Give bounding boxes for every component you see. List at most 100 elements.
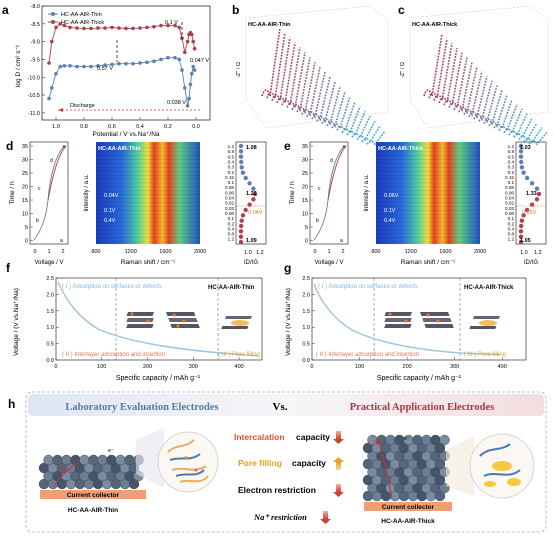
- legend-marker-thick: [51, 20, 55, 24]
- eis-curve: [341, 106, 361, 135]
- eis-curve: [346, 111, 366, 137]
- v-series-label: 0.06: [225, 211, 234, 216]
- volt-curve-e-charge: [327, 145, 347, 201]
- v-series-label: 0.04: [225, 196, 234, 201]
- v-series-label: 0.06: [505, 190, 514, 195]
- data-point-thick: [177, 25, 181, 30]
- 3d-box-c: [409, 5, 549, 129]
- data-point-thin: [110, 62, 114, 67]
- eis-curve: [443, 52, 463, 109]
- arrow-down-2: [336, 484, 341, 492]
- eis-curve: [493, 99, 513, 131]
- name-left-label: HC-AA-AIR-Thin: [68, 507, 118, 514]
- idig-point: [238, 143, 244, 149]
- v-series-label: 0.03: [505, 206, 514, 211]
- volt-ticks-e: 0 1 2: [313, 249, 344, 255]
- raman-tick-label: 1600: [159, 249, 171, 255]
- data-point-thick: [173, 23, 177, 28]
- electrode-thin: Current collector HC-AA-AIR-Thin Na⁺ e⁻: [38, 448, 146, 514]
- data-point-thin: [138, 61, 142, 65]
- data-point-thick: [145, 25, 149, 30]
- carbon-particle: [106, 454, 117, 466]
- idig-tick-e-10: 1.0: [520, 250, 528, 256]
- idig-point: [240, 170, 246, 175]
- x-tick-label-a: 0.0: [192, 124, 200, 130]
- arrow-up-head: [333, 457, 344, 462]
- v-series-label: 0.3: [228, 165, 235, 170]
- carbon-particle: [394, 434, 405, 446]
- eis-curve: [508, 113, 528, 137]
- idig-point: [239, 218, 244, 223]
- eis-curve: [331, 96, 351, 131]
- data-point-thin: [185, 104, 190, 108]
- v-series-label: 0.2: [228, 221, 235, 226]
- data-point-thick: [54, 25, 58, 30]
- idig-label-e: ID/IG: [524, 260, 538, 266]
- data-point-thin: [96, 64, 100, 68]
- x-tick-label-a: 1.0: [52, 124, 60, 130]
- plot-frame-a: [41, 5, 211, 121]
- v-series-label: 0.06: [505, 211, 514, 216]
- idig-point: [519, 165, 525, 170]
- time-tick-label: 10: [22, 212, 28, 218]
- data-point-thin: [54, 71, 58, 76]
- volt-label-e: Voltage / V: [314, 260, 343, 266]
- data-point-thick: [152, 24, 156, 29]
- data-point-thin: [159, 57, 163, 62]
- v-series-label: 0.8: [508, 232, 515, 237]
- carbon-particle: [385, 434, 396, 446]
- raman-map-e: [376, 142, 480, 244]
- eis-curve: [478, 85, 498, 124]
- idig-point: [239, 223, 244, 229]
- eis-curve: [428, 38, 448, 99]
- idig-point: [238, 149, 244, 154]
- carbon-particle: [434, 458, 446, 470]
- y-tick-label-a: -11.0: [28, 111, 40, 117]
- v-series-label: 0.8: [508, 149, 515, 154]
- eis-curve: [316, 81, 336, 124]
- zoom-circle-left: [136, 428, 219, 493]
- eis-curve: [503, 108, 523, 135]
- carbon-particle: [115, 454, 126, 466]
- carbon-particle: [430, 434, 441, 446]
- eis-curve: [326, 91, 346, 129]
- y-tick-label-a: -10.0: [27, 75, 40, 81]
- idig-point: [238, 239, 244, 245]
- eis-curve: [276, 42, 296, 107]
- pt-e-b: b: [316, 218, 319, 224]
- data-point-thin: [50, 86, 54, 90]
- x-tick-label: 400: [498, 364, 507, 370]
- idig-point: [534, 197, 540, 202]
- y-tick-label: 1.0: [302, 325, 310, 331]
- electrode-thick: Current collector HC-AA-AIR-Thick Na⁺ e⁻: [362, 434, 452, 525]
- carbon-particle: [128, 478, 140, 490]
- data-point-thick: [103, 26, 107, 30]
- data-point-thick: [117, 26, 121, 30]
- y-tick-label: 1.5: [46, 309, 54, 315]
- carbon-particle: [124, 454, 135, 466]
- data-point-thick: [159, 23, 163, 28]
- x-tick-label: 100: [355, 364, 364, 370]
- y-tick-label: 1.0: [46, 325, 54, 331]
- map-label-d: HC-AA-AIR-Thin: [98, 146, 141, 152]
- v-label-e-2: 0.1V: [384, 208, 396, 214]
- y-tick-label: 1.5: [302, 309, 310, 315]
- graphene-stack-f-2: [166, 312, 200, 328]
- map-label-b: HC-AA-AIR-Thin: [248, 22, 291, 28]
- panel-label-e: e: [284, 139, 291, 153]
- panel-b: b HC-AA-AIR-Thin -Z'' / Ω: [232, 3, 389, 146]
- x-axis-label-a: Potential / V vs.Na⁺/Na: [92, 131, 159, 138]
- time-label-d: Time / h: [9, 181, 16, 205]
- time-tick-label: 5: [305, 225, 308, 231]
- x-ticks-f: 0 100 200 300 400: [54, 357, 244, 370]
- discharge-arrowhead: [58, 108, 63, 112]
- data-point-thin: [103, 63, 107, 67]
- idig-label-d: ID/IG: [244, 260, 258, 266]
- raman-tick-label: 2000: [194, 249, 206, 255]
- eis-curve: [296, 62, 316, 115]
- na-path-right: [377, 439, 393, 499]
- v-series-label: 0.3: [508, 165, 515, 170]
- raman-tick-label: 1200: [405, 249, 417, 255]
